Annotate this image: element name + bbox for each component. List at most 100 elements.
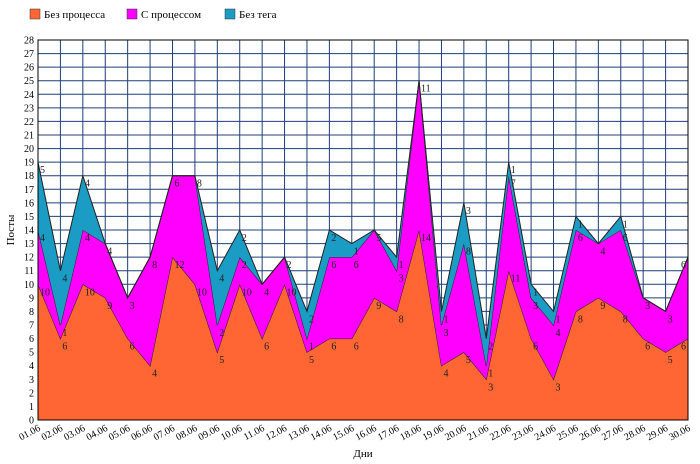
data-label: 4 [443, 369, 448, 380]
data-label: 9 [107, 301, 112, 312]
data-label: 2 [309, 314, 314, 325]
y-tick-label: 11 [24, 266, 34, 277]
data-label: 1 [556, 314, 561, 325]
y-tick-label: 28 [24, 36, 34, 47]
data-label: 1 [511, 165, 516, 176]
y-tick-label: 14 [24, 226, 34, 237]
data-label: 6 [130, 342, 135, 353]
y-tick-label: 9 [29, 293, 34, 304]
data-label: 1 [443, 314, 448, 325]
data-label: 6 [645, 342, 650, 353]
data-label: 3 [488, 382, 493, 393]
y-tick-label: 26 [24, 63, 34, 74]
y-tick-label: 1 [29, 402, 34, 413]
data-label: 2 [242, 233, 247, 244]
data-label: 3 [668, 314, 673, 325]
y-tick-label: 15 [24, 212, 34, 223]
data-label: 6 [623, 233, 628, 244]
area-series-0 [38, 230, 688, 420]
plot-frame [37, 39, 689, 421]
data-label: 4 [556, 328, 561, 339]
data-label: 3 [533, 301, 538, 312]
data-label: 5 [219, 355, 224, 366]
data-label: 2 [242, 260, 247, 271]
data-label: 6 [354, 342, 359, 353]
y-tick-label: 17 [24, 185, 34, 196]
x-axis-ticks: 01.0602.0603.0604.0605.0606.0607.0608.06… [17, 423, 692, 443]
data-label: 12 [174, 260, 184, 271]
data-label: 6 [681, 342, 686, 353]
legend-label: С процессом [141, 9, 201, 21]
y-tick-label: 7 [29, 321, 34, 332]
y-axis-ticks: 0123456789101112131415161718192021222324… [24, 36, 34, 427]
data-label: 2 [219, 328, 224, 339]
plot-border [37, 39, 689, 421]
y-tick-label: 16 [24, 198, 34, 209]
legend-swatch [29, 8, 41, 20]
data-label: 4 [600, 247, 605, 258]
legend-label: Без тега [239, 9, 277, 21]
legend-swatch [126, 8, 138, 20]
y-tick-label: 24 [24, 90, 34, 101]
data-label: 6 [578, 233, 583, 244]
data-label: 2 [331, 233, 336, 244]
x-axis-title: Дни [353, 448, 372, 460]
y-tick-label: 23 [24, 103, 34, 114]
data-label: 8 [623, 314, 628, 325]
data-label: 8 [197, 179, 202, 190]
data-label: 1 [354, 247, 359, 258]
data-label: 8 [152, 260, 157, 271]
legend-swatch [224, 8, 236, 20]
y-tick-label: 0 [29, 416, 34, 427]
data-label: 4 [152, 369, 157, 380]
data-label: 11 [511, 274, 521, 285]
y-tick-label: 3 [29, 375, 34, 386]
data-label: 6 [354, 260, 359, 271]
data-label: 11 [421, 84, 431, 95]
y-tick-label: 20 [24, 144, 34, 155]
y-tick-label: 8 [29, 307, 34, 318]
y-tick-label: 27 [24, 49, 34, 60]
data-label: 6 [174, 179, 179, 190]
data-label: 10 [85, 287, 95, 298]
data-label: 10 [40, 287, 50, 298]
data-label: 3 [556, 382, 561, 393]
y-tick-label: 12 [24, 253, 34, 264]
data-label: 3 [443, 328, 448, 339]
data-label: 14 [421, 233, 431, 244]
data-label: 5 [309, 355, 314, 366]
y-tick-label: 4 [29, 361, 34, 372]
area-series-1 [38, 80, 688, 380]
data-label: 3 [466, 206, 471, 217]
area-outline-2 [37, 80, 689, 339]
data-label: 8 [578, 314, 583, 325]
data-label: 1 [399, 260, 404, 271]
y-tick-label: 25 [24, 76, 34, 87]
data-label: 10 [287, 287, 297, 298]
areas [37, 80, 689, 420]
legend: Без процесса С процессом Без тега [29, 8, 277, 21]
data-label: 4 [219, 274, 224, 285]
data-label: 1 [623, 219, 628, 230]
x-tick-label: 30.06 [667, 423, 692, 443]
data-label: 6 [62, 342, 67, 353]
data-label: 5 [668, 355, 673, 366]
y-tick-label: 6 [29, 334, 34, 345]
y-tick-label: 13 [24, 239, 34, 250]
data-label: 9 [600, 301, 605, 312]
data-label: 2 [287, 260, 292, 271]
legend-label: Без процесса [44, 9, 105, 21]
data-label: 4 [85, 179, 90, 190]
data-label: 4 [62, 274, 67, 285]
data-label: 5 [376, 233, 381, 244]
data-label: 6 [681, 260, 686, 271]
data-label: 8 [466, 247, 471, 258]
y-tick-label: 2 [29, 388, 34, 399]
data-label: 5 [466, 355, 471, 366]
data-label: 6 [264, 342, 269, 353]
data-label: 5 [40, 165, 45, 176]
y-tick-label: 21 [24, 131, 34, 142]
data-label: 1 [488, 369, 493, 380]
